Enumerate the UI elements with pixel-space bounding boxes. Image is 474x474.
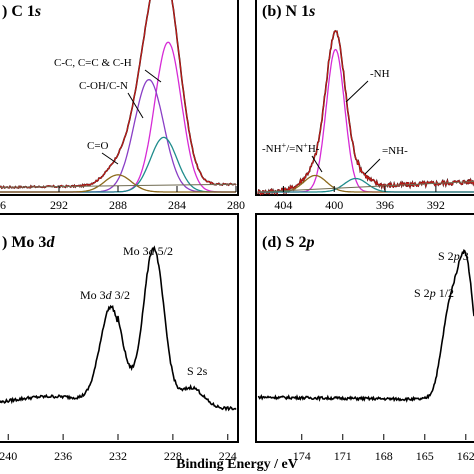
label-cc-cc-ch: C-C, C=C & C-H xyxy=(54,57,132,69)
panel-d: (d) S 2p S 2p 3 S 2p 1/2 xyxy=(255,213,474,443)
x-tick-label: 165 xyxy=(416,449,434,463)
x-tick-label: 240 xyxy=(0,449,17,463)
x-tick-label: 168 xyxy=(375,449,393,463)
panel-b: (b) N 1s -NH -NH+/=N+H- =NH- xyxy=(255,0,474,197)
background-line xyxy=(0,183,237,188)
panel-a-title: ) C 1s xyxy=(2,3,41,20)
x-tick-label: 236 xyxy=(54,449,72,463)
fit-component-line xyxy=(0,174,236,193)
x-tick-label: 228 xyxy=(164,449,182,463)
x-tick-label: 162 xyxy=(457,449,474,463)
axis-ticks: 292 288 284 280 6 404 400 396 392 240 236 232 228 224… xyxy=(0,186,474,463)
x-tick-label: 292 xyxy=(50,198,68,212)
x-axis-label: Binding Energy / eV xyxy=(176,457,298,472)
panel-b-plot xyxy=(257,29,474,197)
panel-a: ) C 1s C-C, C=C & C-H C-OH/C-N C=O xyxy=(0,0,239,196)
label-eq-nh: =NH- xyxy=(382,145,408,157)
pointer-nh xyxy=(345,80,369,103)
x-tick-label: 224 xyxy=(219,449,237,463)
label-nh-plus: -NH+/=N+H- xyxy=(262,141,320,156)
pointer-eq-nh xyxy=(364,158,381,175)
x-tick-label: 284 xyxy=(168,198,186,212)
background-line xyxy=(257,181,474,193)
x-tick-label: 392 xyxy=(427,198,445,212)
panel-d-plot xyxy=(257,249,474,403)
label-mo-3d-32: Mo 3d 3/2 xyxy=(80,288,130,302)
x-tick-label: 404 xyxy=(274,198,292,212)
envelope-line xyxy=(0,0,237,189)
spectrum-line xyxy=(257,249,474,403)
panel-a-plot xyxy=(0,0,237,193)
pointer-coh xyxy=(127,92,144,119)
fit-component-line xyxy=(258,177,474,193)
label-s-2s: S 2s xyxy=(187,364,208,378)
x-tick-label-partial: 6 xyxy=(0,198,6,212)
x-tick-label: 232 xyxy=(109,449,127,463)
x-tick-label: 400 xyxy=(325,198,343,212)
label-nh: -NH xyxy=(370,68,390,80)
spectrum-line xyxy=(0,245,237,412)
pointer-nh-plus xyxy=(311,155,323,173)
x-tick-label: 171 xyxy=(334,449,352,463)
fit-component-line xyxy=(258,48,474,193)
panel-c-title: ) Mo 3d xyxy=(2,234,55,251)
x-tick-label: 174 xyxy=(293,449,311,463)
panel-c: ) Mo 3d Mo 3d 5/2 Mo 3d 3/2 S 2s xyxy=(0,213,239,443)
label-mo-3d-52: Mo 3d 5/2 xyxy=(123,244,173,258)
label-coh-cn: C-OH/C-N xyxy=(79,80,128,92)
label-c-o: C=O xyxy=(87,140,109,152)
label-s-2p-12: S 2p 1/2 xyxy=(414,286,454,300)
envelope-line xyxy=(257,30,474,196)
pointer-cc xyxy=(144,69,162,83)
panel-c-frame xyxy=(0,213,239,443)
x-tick-label: 280 xyxy=(227,198,245,212)
x-tick-label: 396 xyxy=(376,198,394,212)
pointer-co xyxy=(101,152,119,165)
spectrum-line xyxy=(257,29,474,197)
spectrum-line xyxy=(0,0,237,190)
panel-d-frame xyxy=(255,213,474,443)
panel-c-plot xyxy=(0,245,237,412)
panel-d-title: (d) S 2p xyxy=(262,234,314,251)
x-tick-label: 288 xyxy=(109,198,127,212)
panel-b-frame xyxy=(255,0,474,196)
label-s-2p-32: S 2p 3 xyxy=(438,249,469,263)
panel-a-frame xyxy=(0,0,239,196)
panel-b-title: (b) N 1s xyxy=(262,3,315,20)
